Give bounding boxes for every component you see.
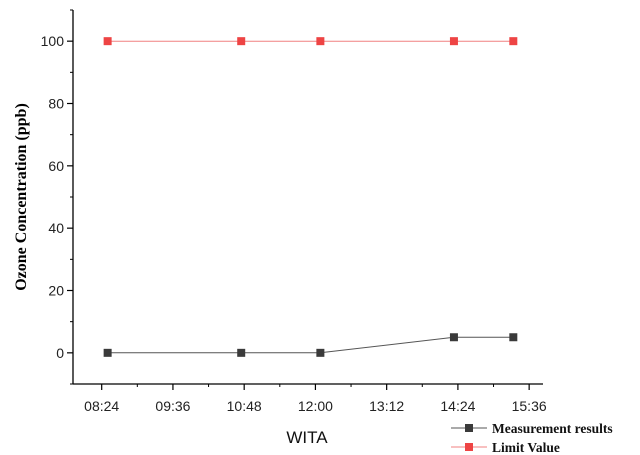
x-ticks: 08:24 09:36 10:48 12:00 13:12 14:24 15:36 (84, 384, 547, 414)
legend: Measurement results Limit Value (451, 421, 613, 455)
data-point (509, 333, 518, 342)
x-tick-label: 10:48 (227, 398, 262, 414)
x-axis-label: WITA (286, 428, 328, 447)
x-tick-label: 08:24 (84, 398, 119, 414)
y-tick-label: 80 (48, 96, 64, 112)
y-tick-label: 100 (41, 33, 65, 49)
data-point (316, 348, 325, 357)
data-point (449, 37, 458, 46)
legend-label: Measurement results (492, 421, 613, 436)
y-tick-label: 60 (48, 158, 64, 174)
data-point (509, 37, 518, 46)
data-point (237, 348, 246, 357)
legend-marker (465, 443, 473, 451)
x-tick-label: 13:12 (369, 398, 404, 414)
series-layer (103, 37, 518, 357)
data-point (449, 333, 458, 342)
y-tick-label: 40 (48, 220, 64, 236)
legend-label: Limit Value (492, 440, 560, 455)
x-tick-label: 09:36 (155, 398, 190, 414)
y-ticks: 0 20 40 60 80 100 (41, 9, 73, 385)
legend-marker (465, 424, 473, 432)
data-point (103, 348, 112, 357)
data-point (237, 37, 246, 46)
x-tick-label: 14:24 (440, 398, 475, 414)
data-point (103, 37, 112, 46)
plot-frame (72, 10, 543, 385)
y-tick-label: 0 (56, 345, 64, 361)
x-tick-label: 12:00 (298, 398, 333, 414)
y-tick-label: 20 (48, 283, 64, 299)
y-axis-label: Ozone Concentration (ppb) (13, 103, 30, 291)
x-tick-label: 15:36 (512, 398, 547, 414)
data-point (316, 37, 325, 46)
